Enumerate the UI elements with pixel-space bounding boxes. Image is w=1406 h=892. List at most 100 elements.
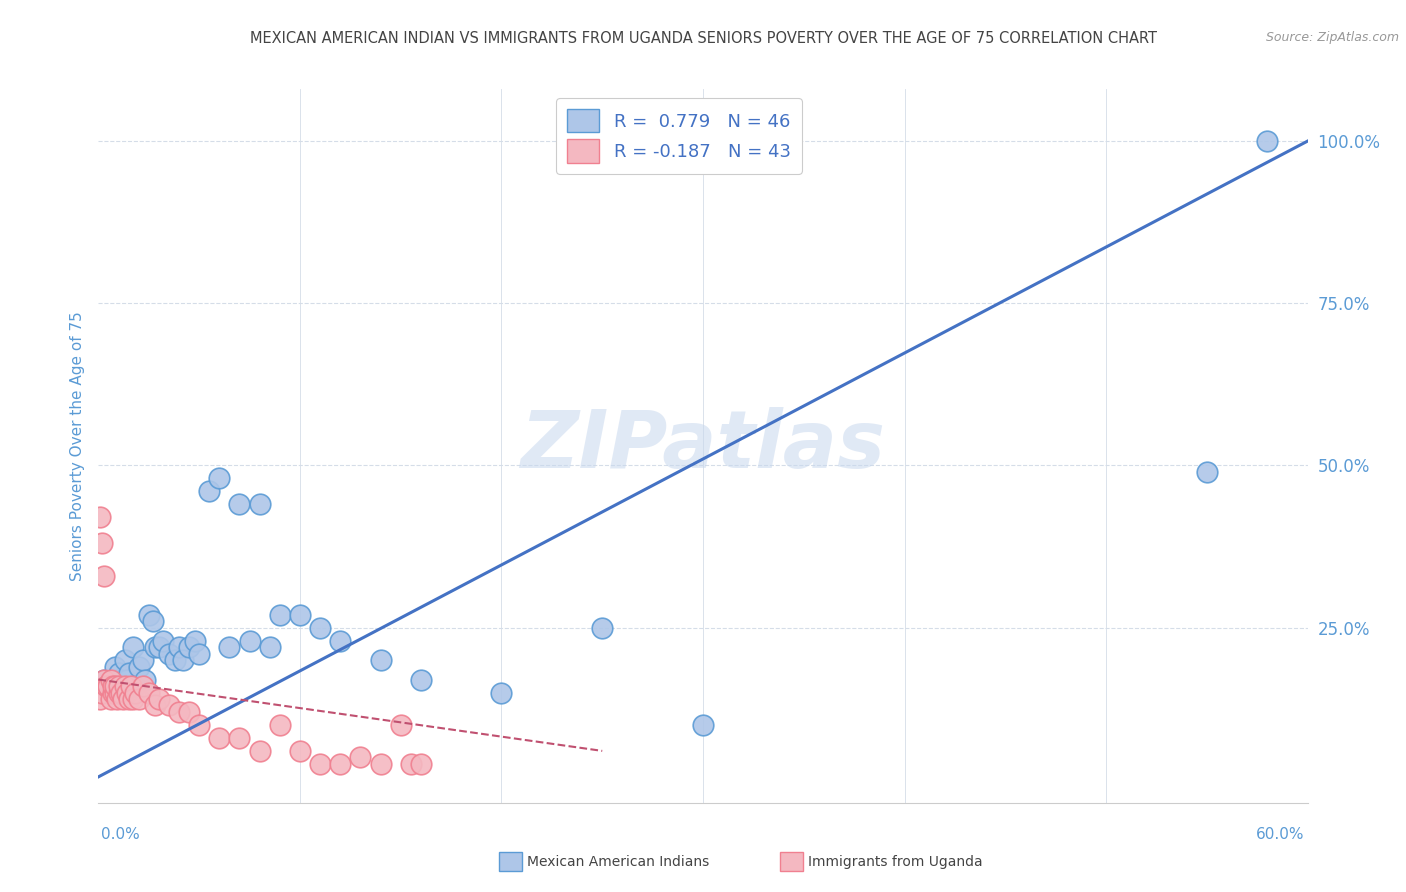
Point bbox=[124, 685, 146, 699]
Point bbox=[269, 607, 291, 622]
Point bbox=[96, 679, 118, 693]
Point bbox=[93, 673, 115, 687]
Point bbox=[97, 679, 120, 693]
Point bbox=[114, 653, 136, 667]
Point bbox=[128, 659, 150, 673]
Text: 0.0%: 0.0% bbox=[101, 827, 141, 841]
Point bbox=[107, 679, 129, 693]
Point bbox=[132, 679, 155, 693]
Point bbox=[142, 614, 165, 628]
Point bbox=[172, 653, 194, 667]
Point bbox=[208, 471, 231, 485]
Point bbox=[370, 756, 392, 771]
Legend: R =  0.779   N = 46, R = -0.187   N = 43: R = 0.779 N = 46, R = -0.187 N = 43 bbox=[555, 98, 801, 174]
Point bbox=[121, 640, 143, 654]
Point bbox=[409, 673, 432, 687]
Point bbox=[121, 692, 143, 706]
Point bbox=[111, 685, 134, 699]
Point bbox=[89, 692, 111, 706]
Point bbox=[132, 653, 155, 667]
Point bbox=[148, 692, 170, 706]
Point bbox=[143, 640, 166, 654]
Point bbox=[591, 621, 613, 635]
Point bbox=[138, 607, 160, 622]
Point bbox=[157, 647, 180, 661]
Point bbox=[128, 692, 150, 706]
Point bbox=[167, 640, 190, 654]
Point bbox=[167, 705, 190, 719]
Point bbox=[143, 698, 166, 713]
Point bbox=[188, 647, 211, 661]
Point bbox=[692, 718, 714, 732]
Point bbox=[288, 744, 311, 758]
Point bbox=[134, 673, 156, 687]
Point bbox=[138, 685, 160, 699]
Point bbox=[208, 731, 231, 745]
Point bbox=[100, 692, 122, 706]
Point bbox=[389, 718, 412, 732]
Point bbox=[91, 536, 114, 550]
Point bbox=[177, 640, 201, 654]
Text: ZIPatlas: ZIPatlas bbox=[520, 407, 886, 485]
Point bbox=[114, 679, 136, 693]
Point bbox=[329, 756, 352, 771]
Point bbox=[288, 607, 311, 622]
Point bbox=[105, 673, 128, 687]
Point bbox=[239, 633, 262, 648]
Point bbox=[118, 692, 141, 706]
Point bbox=[101, 679, 124, 693]
Point bbox=[107, 666, 129, 681]
Point bbox=[103, 679, 125, 693]
Point bbox=[249, 744, 271, 758]
Point bbox=[188, 718, 211, 732]
Point bbox=[97, 679, 120, 693]
Point bbox=[103, 685, 125, 699]
Point bbox=[101, 685, 124, 699]
Point bbox=[177, 705, 201, 719]
Text: MEXICAN AMERICAN INDIAN VS IMMIGRANTS FROM UGANDA SENIORS POVERTY OVER THE AGE O: MEXICAN AMERICAN INDIAN VS IMMIGRANTS FR… bbox=[249, 31, 1157, 46]
Point bbox=[89, 510, 111, 524]
Point bbox=[118, 666, 141, 681]
Point bbox=[103, 659, 125, 673]
Point bbox=[100, 673, 122, 687]
Point bbox=[1256, 134, 1278, 148]
Point bbox=[157, 698, 180, 713]
Point bbox=[249, 497, 271, 511]
Y-axis label: Seniors Poverty Over the Age of 75: Seniors Poverty Over the Age of 75 bbox=[69, 311, 84, 581]
Point bbox=[148, 640, 170, 654]
Point bbox=[101, 685, 124, 699]
Point bbox=[309, 756, 332, 771]
Point bbox=[163, 653, 186, 667]
Text: Mexican American Indians: Mexican American Indians bbox=[527, 855, 710, 869]
Point bbox=[91, 685, 114, 699]
Text: 60.0%: 60.0% bbox=[1257, 827, 1305, 841]
Point bbox=[218, 640, 240, 654]
Point bbox=[93, 568, 115, 582]
Point bbox=[409, 756, 432, 771]
Point bbox=[309, 621, 332, 635]
Point bbox=[329, 633, 352, 648]
Point bbox=[115, 673, 138, 687]
Point bbox=[269, 718, 291, 732]
Point bbox=[115, 685, 138, 699]
Point bbox=[120, 679, 142, 693]
Point bbox=[152, 633, 174, 648]
Point bbox=[105, 692, 128, 706]
Point bbox=[349, 750, 371, 764]
Point bbox=[111, 692, 134, 706]
Point bbox=[399, 756, 422, 771]
Point bbox=[198, 484, 221, 499]
Text: Immigrants from Uganda: Immigrants from Uganda bbox=[808, 855, 983, 869]
Text: Source: ZipAtlas.com: Source: ZipAtlas.com bbox=[1265, 31, 1399, 45]
Point bbox=[228, 497, 250, 511]
Point bbox=[1195, 465, 1218, 479]
Point bbox=[93, 673, 115, 687]
Point bbox=[228, 731, 250, 745]
Point bbox=[184, 633, 207, 648]
Point bbox=[491, 685, 513, 699]
Point bbox=[124, 679, 146, 693]
Point bbox=[259, 640, 281, 654]
Point bbox=[110, 679, 132, 693]
Point bbox=[370, 653, 392, 667]
Point bbox=[107, 685, 129, 699]
